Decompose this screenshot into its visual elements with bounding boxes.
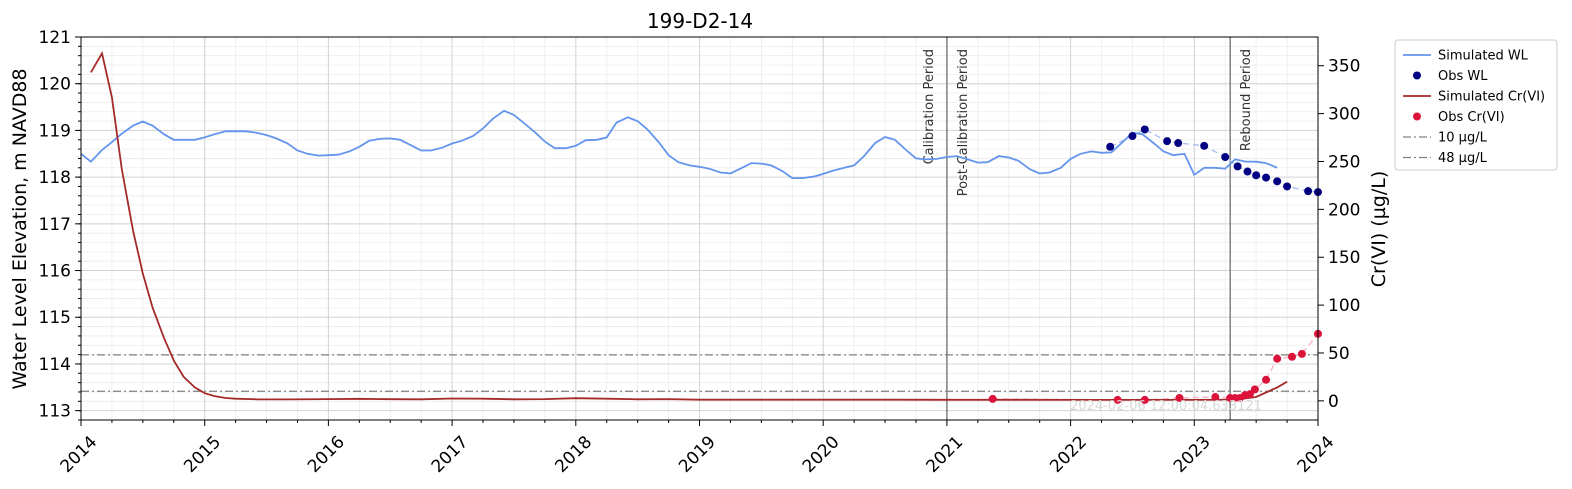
- y2-tick-label: 0: [1328, 392, 1339, 412]
- obs-cr-point: [1250, 385, 1259, 394]
- y2-tick-label: 50: [1328, 344, 1350, 364]
- period-label: Calibration Period: [922, 49, 937, 164]
- y-tick-label: 119: [39, 121, 71, 141]
- obs-wl-point: [1200, 141, 1209, 150]
- obs-wl-point: [1283, 182, 1292, 191]
- y2-tick-label: 100: [1328, 296, 1360, 316]
- obs-cr-point: [1297, 349, 1306, 358]
- legend-label: Obs Cr(VI): [1438, 110, 1505, 125]
- obs-cr-point: [1273, 354, 1282, 363]
- simulated-cr-line: [90, 50, 1288, 401]
- obs-cr-point: [1113, 395, 1122, 404]
- obs-cr-point: [1288, 352, 1297, 361]
- threshold-lines: [81, 354, 1318, 392]
- y-tick-label: 113: [39, 402, 71, 422]
- obs-wl-point: [1128, 132, 1137, 141]
- y-axis-title: Water Level Elevation, m NAVD88: [9, 68, 31, 389]
- legend-label: 48 µg/L: [1438, 151, 1488, 166]
- legend-swatch: [1413, 112, 1421, 121]
- obs-wl-point: [1252, 171, 1261, 180]
- grid: [80, 36, 1319, 420]
- y2-axis-title: Cr(VI) (µg/L): [1368, 171, 1390, 288]
- y-tick-label: 114: [39, 355, 71, 375]
- obs-wl-point: [1163, 137, 1172, 146]
- obs-cr-point: [1175, 393, 1184, 402]
- legend-label: 10 µg/L: [1438, 131, 1488, 146]
- y-tick-label: 121: [39, 28, 71, 48]
- obs-cr-point: [1140, 395, 1149, 404]
- chart-title: 199-D2-14: [647, 9, 753, 33]
- y2-tick-label: 150: [1328, 248, 1360, 268]
- y-tick-label: 117: [39, 215, 71, 235]
- legend-label: Simulated Cr(VI): [1438, 90, 1545, 105]
- period-label: Post-Calibration Period: [956, 49, 971, 196]
- obs-cr-point: [1245, 390, 1254, 399]
- obs-cr-point: [1262, 375, 1271, 384]
- obs-wl-point: [1273, 177, 1282, 186]
- legend: Simulated WL Obs WL Simulated Cr(VI) Obs Cr…: [1394, 39, 1558, 171]
- obs-wl-point: [1106, 142, 1115, 151]
- legend-box: [1394, 39, 1558, 171]
- obs-wl-point: [1140, 125, 1149, 134]
- legend-label: Simulated WL: [1438, 49, 1529, 64]
- obs-cr-point: [988, 394, 997, 403]
- legend-swatch: [1413, 71, 1421, 80]
- y2-tick-label: 350: [1328, 57, 1360, 77]
- obs-wl-point: [1243, 167, 1252, 176]
- period-label: Rebound Period: [1239, 49, 1254, 151]
- obs-cr-point: [1211, 393, 1220, 402]
- y-tick-label: 116: [39, 262, 71, 282]
- obs-wl-point: [1233, 162, 1242, 171]
- y-tick-label: 115: [39, 308, 71, 328]
- y-tick-label: 118: [39, 168, 71, 188]
- obs-wl-point: [1304, 187, 1313, 196]
- series: [80, 50, 1322, 404]
- y-tick-label: 120: [39, 75, 71, 95]
- simulated-wl-line: [80, 109, 1278, 179]
- y2-tick-label: 300: [1328, 105, 1360, 125]
- y2-tick-label: 200: [1328, 200, 1360, 220]
- obs-wl-point: [1262, 173, 1271, 182]
- y2-tick-label: 250: [1328, 152, 1360, 172]
- timestamp-note: 2024-02-06 12:00:04.633121: [1070, 399, 1262, 414]
- obs-wl-point: [1174, 139, 1183, 148]
- obs-wl-point: [1221, 153, 1230, 162]
- legend-label: Obs WL: [1438, 69, 1488, 84]
